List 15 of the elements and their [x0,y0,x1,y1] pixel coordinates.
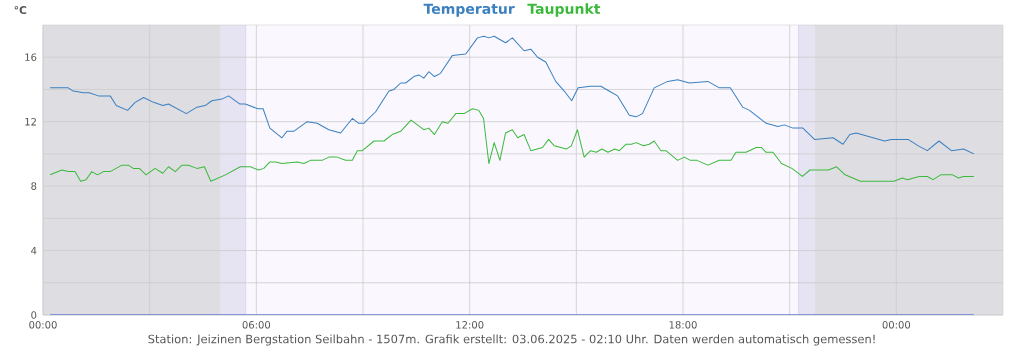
text: Station: Jeizinen Bergstation Seilbahn - 1507m. Grafik erstellt: 03.06.2025 - 02:10 Uhr. Daten werden automatisch gemessen! [148,334,875,346]
x-tick-label: 06:00 [242,321,271,329]
y-tick-label: 0 [31,311,37,319]
x-tick-label: 12:00 [456,321,484,329]
x-tick-label: 00:00 [29,321,57,329]
x-tick-label: 18:00 [669,321,697,329]
y-tick-label: 8 [31,182,37,190]
x-tick-label: 00:00 [882,321,911,329]
y-tick-label: 16 [25,53,37,62]
series-label: Temperatur [423,3,515,17]
y-tick-label: 12 [25,117,36,126]
line-series [49,35,975,155]
y-axis-title: °C [14,5,27,15]
text: Taupunkt [527,3,601,17]
y-tick-label: 4 [31,246,37,255]
